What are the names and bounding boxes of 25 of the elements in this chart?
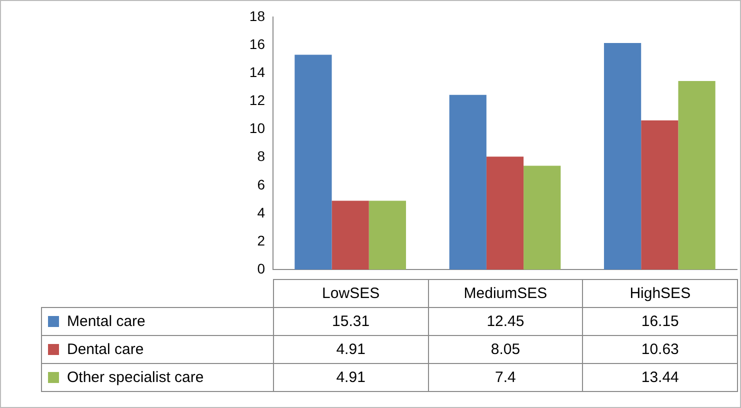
data-label: 8.05	[428, 336, 583, 364]
y-tick-label: 8	[257, 148, 266, 164]
data-label: 16.15	[582, 308, 738, 336]
legend-label: Mental care	[42, 308, 274, 336]
x-tick-label: MediumSES	[428, 280, 583, 308]
data-label: 10.63	[582, 336, 738, 364]
y-tick-label: 2	[257, 232, 266, 248]
data-label: 7.4	[428, 364, 583, 392]
data-label: 4.91	[274, 364, 428, 392]
y-tick-label: 10	[249, 120, 266, 136]
data-label: 15.31	[274, 308, 428, 336]
y-tick-label: 14	[249, 64, 266, 80]
data-label: 4.91	[274, 336, 428, 364]
legend-label: Other specialist care	[42, 364, 274, 392]
legend-label: Dental care	[42, 336, 274, 364]
y-tick-label: 12	[249, 92, 266, 108]
y-tick-label: 4	[257, 204, 266, 220]
y-tick-label: 6	[257, 176, 266, 192]
x-tick-label: HighSES	[582, 280, 738, 308]
data-label: 12.45	[428, 308, 583, 336]
y-tick-label: 16	[249, 36, 266, 52]
y-tick-label: 0	[257, 260, 266, 276]
y-tick-label: 18	[249, 8, 266, 24]
data-label: 13.44	[582, 364, 738, 392]
x-tick-label: LowSES	[274, 280, 428, 308]
